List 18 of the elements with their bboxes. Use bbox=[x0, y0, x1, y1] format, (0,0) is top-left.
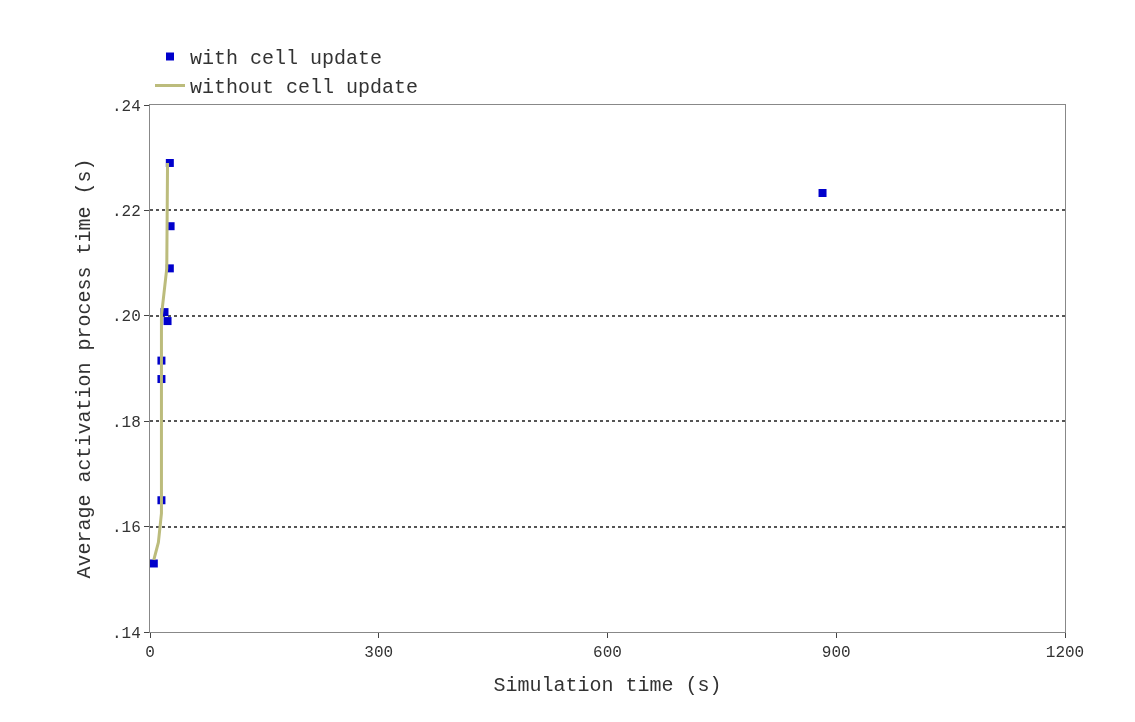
point bbox=[818, 189, 827, 198]
point bbox=[149, 559, 158, 568]
y-tick-label: .20 bbox=[111, 308, 141, 327]
legend-label: with cell update bbox=[190, 47, 383, 71]
y-axis-title: Average activation process time (s) bbox=[73, 158, 97, 579]
y-tick-label: .14 bbox=[111, 624, 141, 643]
x-tick-label: 0 bbox=[145, 644, 155, 663]
y-tick-label: .24 bbox=[111, 97, 141, 116]
y-tick-label: .16 bbox=[111, 519, 141, 538]
point bbox=[163, 317, 172, 326]
x-axis-title: Simulation time (s) bbox=[493, 673, 722, 697]
x-tick-label: 600 bbox=[593, 644, 622, 663]
x-tick-label: 300 bbox=[364, 644, 394, 663]
x-tick-label: 1200 bbox=[1045, 644, 1085, 663]
y-tick-label: .18 bbox=[111, 413, 141, 432]
x-tick-label: 900 bbox=[821, 644, 851, 663]
y-tick-label: .22 bbox=[111, 203, 141, 221]
legend-label: without cell update bbox=[190, 76, 419, 100]
